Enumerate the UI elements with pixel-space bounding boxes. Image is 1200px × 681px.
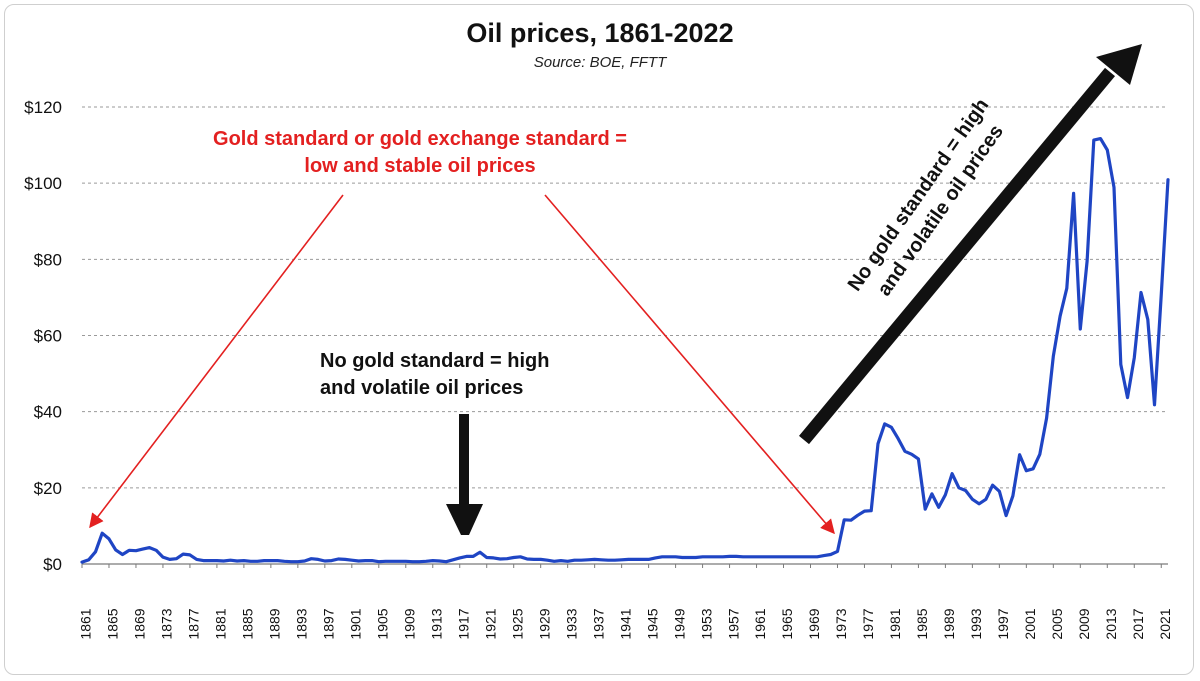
x-tick-label: 1893: [294, 608, 310, 639]
x-tick-label: 1937: [590, 608, 606, 639]
x-tick-label: 1929: [536, 608, 552, 639]
x-tick-label: 2017: [1130, 608, 1146, 639]
x-tick-label: 1985: [914, 608, 930, 639]
y-tick-label: $80: [34, 250, 62, 269]
red-arrow-right: [544, 194, 835, 535]
x-tick-label: 1993: [968, 608, 984, 639]
x-tick-label: 1965: [779, 608, 795, 639]
x-tick-label: 1869: [132, 608, 148, 639]
x-tick-label: 1957: [725, 608, 741, 639]
x-tick-label: 1877: [186, 608, 202, 639]
black-annotation: No gold standard = high and volatile oil…: [320, 348, 620, 402]
y-tick-label: $40: [34, 403, 62, 422]
x-tick-label: 1981: [887, 608, 903, 639]
x-tick-label: 1941: [617, 608, 633, 639]
x-tick-label: 1897: [321, 608, 337, 639]
y-tick-label: $60: [34, 327, 62, 346]
red-annotation-line-2: low and stable oil prices: [304, 155, 536, 177]
grid: [82, 106, 1168, 565]
chart-frame: [4, 4, 1194, 675]
y-axis: $0 $20 $40 $60 $80 $100 $120: [24, 98, 62, 574]
black-annotation-line-2: and volatile oil prices: [320, 377, 524, 399]
x-tick-label: 1873: [159, 608, 175, 639]
x-tick-label: 1881: [213, 608, 229, 639]
x-tick-label: 1913: [428, 608, 444, 639]
black-annotation-line-1: No gold standard = high: [320, 350, 550, 372]
x-tick-label: 1945: [644, 608, 660, 639]
x-tick-label: 1865: [105, 608, 121, 639]
series-line-oil-price: [80, 137, 1170, 564]
x-tick-label: 1977: [860, 608, 876, 639]
red-annotation: Gold standard or gold exchange standard …: [150, 126, 690, 180]
x-tick-label: 1989: [941, 608, 957, 639]
y-tick-label: $120: [24, 98, 62, 117]
x-tick-label: 1953: [698, 608, 714, 639]
x-tick-label: 2005: [1049, 608, 1065, 639]
red-annotation-line-1: Gold standard or gold exchange standard …: [213, 128, 627, 150]
black-down-arrow: [446, 414, 483, 535]
x-tick-label: 2021: [1157, 608, 1173, 639]
chart-title: Oil prices, 1861-2022: [466, 18, 734, 48]
x-tick-label: 1933: [563, 608, 579, 639]
x-tick-label: 1917: [455, 608, 471, 639]
x-tick-label: 2001: [1022, 608, 1038, 639]
x-tick-label: 1901: [348, 608, 364, 639]
series-layer: [80, 137, 1170, 564]
annotation-arrows: [89, 44, 1142, 535]
black-diagonal-arrow: [799, 44, 1142, 445]
y-tick-label: $0: [43, 555, 62, 574]
x-tick-label: 1949: [671, 608, 687, 639]
x-axis: 1861 1865 1869 1873 1877 1881 1885 1889 1893 1897…: [78, 564, 1173, 640]
x-tick-label: 2009: [1076, 608, 1092, 639]
x-tick-label: 1861: [78, 608, 94, 639]
x-tick-label: 2013: [1103, 608, 1119, 639]
x-tick-label: 1921: [482, 608, 498, 639]
x-tick-label: 1973: [833, 608, 849, 639]
x-tick-label: 1961: [752, 608, 768, 639]
chart-subtitle: Source: BOE, FFTT: [533, 54, 667, 71]
y-tick-label: $100: [24, 174, 62, 193]
x-tick-label: 1997: [995, 608, 1011, 639]
red-arrow-left: [89, 194, 344, 529]
y-tick-label: $20: [34, 479, 62, 498]
x-tick-label: 1905: [374, 608, 390, 639]
x-tick-label: 1909: [401, 608, 417, 639]
x-tick-label: 1889: [267, 608, 283, 639]
x-tick-label: 1925: [509, 608, 525, 639]
x-tick-label: 1885: [240, 608, 256, 639]
x-tick-label: 1969: [806, 608, 822, 639]
